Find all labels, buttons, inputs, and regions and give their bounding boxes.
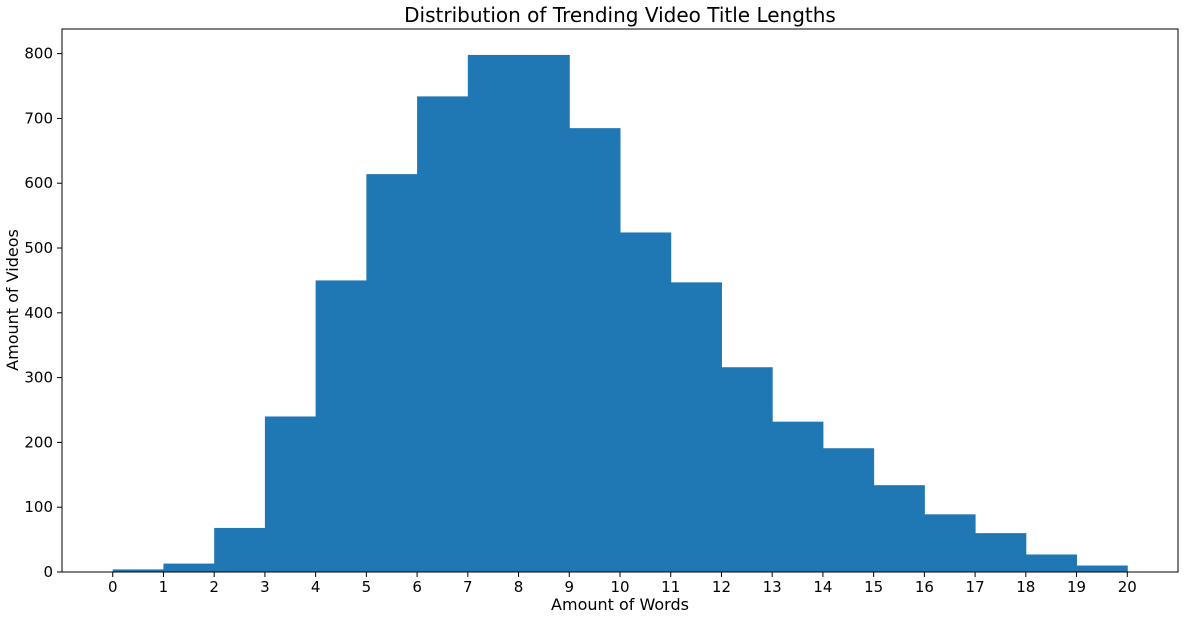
x-tick-label: 12 xyxy=(712,578,731,596)
histogram-bar xyxy=(417,96,469,572)
histogram-bar xyxy=(873,485,925,572)
histogram-bar xyxy=(163,563,215,572)
histogram-bar xyxy=(924,514,976,572)
x-tick-label: 16 xyxy=(915,578,934,596)
x-tick-label: 9 xyxy=(564,578,574,596)
histogram-bar xyxy=(721,367,773,572)
chart-title: Distribution of Trending Video Title Len… xyxy=(404,3,836,27)
x-tick-label: 11 xyxy=(661,578,680,596)
histogram-bar xyxy=(518,54,570,573)
histogram-bar xyxy=(366,174,418,573)
x-tick-label: 6 xyxy=(412,578,422,596)
x-tick-label: 1 xyxy=(159,578,169,596)
x-tick-label: 17 xyxy=(966,578,985,596)
y-tick-label: 200 xyxy=(24,433,53,451)
x-tick-label: 15 xyxy=(864,578,883,596)
x-tick-label: 13 xyxy=(763,578,782,596)
histogram-bar xyxy=(214,527,266,572)
x-tick-label: 19 xyxy=(1067,578,1086,596)
y-tick-label: 300 xyxy=(24,369,53,387)
x-tick-label: 2 xyxy=(209,578,219,596)
histogram-bar xyxy=(975,533,1027,572)
y-tick-label: 600 xyxy=(24,174,53,192)
histogram-bar xyxy=(112,569,164,572)
histogram-bar xyxy=(620,232,672,572)
histogram-bar xyxy=(772,421,824,572)
y-tick-label: 700 xyxy=(24,109,53,127)
x-axis: 0 1 2 3 4 5 6 7 8 9 10 11 12 13 14 15 16 17 18 19 20 xyxy=(108,572,1137,596)
x-tick-label: 3 xyxy=(260,578,270,596)
bars-group xyxy=(112,54,1128,573)
histogram-bar xyxy=(315,280,367,572)
histogram-bar xyxy=(822,448,875,572)
histogram-bar xyxy=(467,54,520,573)
histogram-bar xyxy=(569,128,621,572)
y-axis: 0 100 200 300 400 500 600 700 800 xyxy=(24,45,62,581)
x-tick-label: 7 xyxy=(463,578,473,596)
x-tick-label: 10 xyxy=(610,578,629,596)
x-tick-label: 18 xyxy=(1016,578,1035,596)
y-tick-label: 0 xyxy=(43,563,53,581)
x-tick-label: 14 xyxy=(813,578,832,596)
histogram-bar xyxy=(1076,565,1128,572)
x-tick-label: 0 xyxy=(108,578,118,596)
x-tick-label: 8 xyxy=(514,578,524,596)
y-tick-label: 100 xyxy=(24,498,53,516)
x-tick-label: 5 xyxy=(362,578,372,596)
y-tick-label: 400 xyxy=(24,304,53,322)
y-tick-label: 500 xyxy=(24,239,53,257)
histogram-bar xyxy=(264,416,317,572)
x-tick-label: 4 xyxy=(311,578,321,596)
x-tick-label: 20 xyxy=(1118,578,1137,596)
y-tick-label: 800 xyxy=(24,45,53,63)
y-axis-label: Amount of Videos xyxy=(3,229,22,371)
x-axis-label: Amount of Words xyxy=(551,595,689,614)
histogram-bar xyxy=(670,282,722,572)
histogram-bar xyxy=(1025,554,1078,572)
